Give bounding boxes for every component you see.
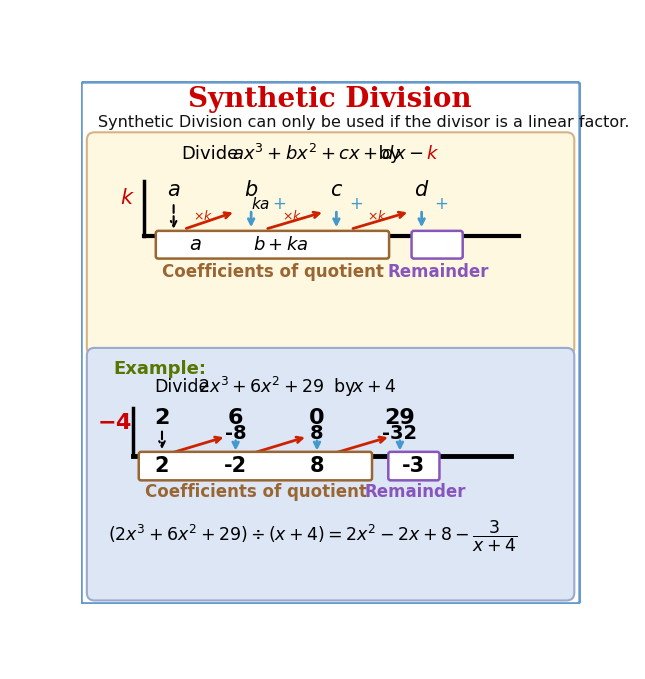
- Text: $d$: $d$: [414, 180, 430, 200]
- Text: $ka$: $ka$: [251, 196, 270, 212]
- Text: Divide: Divide: [154, 378, 210, 396]
- Text: Coefficients of quotient: Coefficients of quotient: [162, 263, 384, 280]
- Text: -32: -32: [382, 424, 417, 443]
- Text: 2: 2: [155, 456, 169, 476]
- Text: 6: 6: [228, 408, 243, 428]
- Text: Example:: Example:: [113, 361, 206, 378]
- Text: Synthetic Division can only be used if the divisor is a linear factor.: Synthetic Division can only be used if t…: [97, 115, 629, 130]
- Text: $k$: $k$: [426, 145, 439, 163]
- Text: $2x^3+6x^2+29$: $2x^3+6x^2+29$: [199, 377, 324, 397]
- Text: 8: 8: [310, 456, 324, 476]
- FancyBboxPatch shape: [87, 132, 574, 356]
- Text: $\mathbf{-4}$: $\mathbf{-4}$: [97, 414, 132, 433]
- Text: 0: 0: [309, 408, 325, 428]
- Text: Coefficients of quotient: Coefficients of quotient: [145, 483, 367, 501]
- Text: by: by: [368, 145, 413, 163]
- Text: $c$: $c$: [330, 180, 343, 200]
- Text: $b + ka$: $b + ka$: [253, 236, 308, 254]
- Text: Synthetic Division: Synthetic Division: [188, 86, 472, 113]
- Text: $+$: $+$: [350, 195, 364, 213]
- Text: 8: 8: [310, 424, 324, 443]
- Text: Remainder: Remainder: [364, 483, 466, 501]
- Text: $b$: $b$: [244, 180, 258, 200]
- Text: -2: -2: [224, 456, 247, 476]
- Text: Divide: Divide: [181, 145, 239, 163]
- Text: -3: -3: [402, 456, 426, 476]
- FancyBboxPatch shape: [156, 231, 389, 259]
- FancyBboxPatch shape: [412, 231, 462, 259]
- Text: $\times k$: $\times k$: [368, 209, 388, 223]
- FancyBboxPatch shape: [139, 452, 372, 480]
- Text: $a$: $a$: [167, 180, 181, 200]
- Text: 29: 29: [384, 408, 415, 428]
- Text: $a$: $a$: [189, 235, 202, 254]
- Text: $(2x^3+6x^2+29)\div(x+4)=2x^2-2x+8-\dfrac{3}{x+4}$: $(2x^3+6x^2+29)\div(x+4)=2x^2-2x+8-\dfra…: [108, 519, 517, 554]
- Text: $k$: $k$: [120, 188, 135, 208]
- Text: $ax^3+bx^2+cx+d$: $ax^3+bx^2+cx+d$: [232, 144, 395, 164]
- Text: $+$: $+$: [434, 195, 448, 213]
- Text: 2: 2: [154, 408, 170, 428]
- Text: $+$: $+$: [272, 195, 286, 213]
- FancyBboxPatch shape: [87, 348, 574, 600]
- FancyBboxPatch shape: [388, 452, 439, 480]
- Text: by: by: [323, 378, 366, 396]
- Text: $\times k$: $\times k$: [282, 209, 303, 223]
- Text: $x-$: $x-$: [395, 145, 424, 163]
- FancyBboxPatch shape: [81, 82, 580, 604]
- Text: Remainder: Remainder: [388, 263, 490, 280]
- Text: $\times k$: $\times k$: [193, 209, 213, 223]
- Text: -8: -8: [225, 424, 246, 443]
- Text: $x+4$: $x+4$: [352, 378, 396, 396]
